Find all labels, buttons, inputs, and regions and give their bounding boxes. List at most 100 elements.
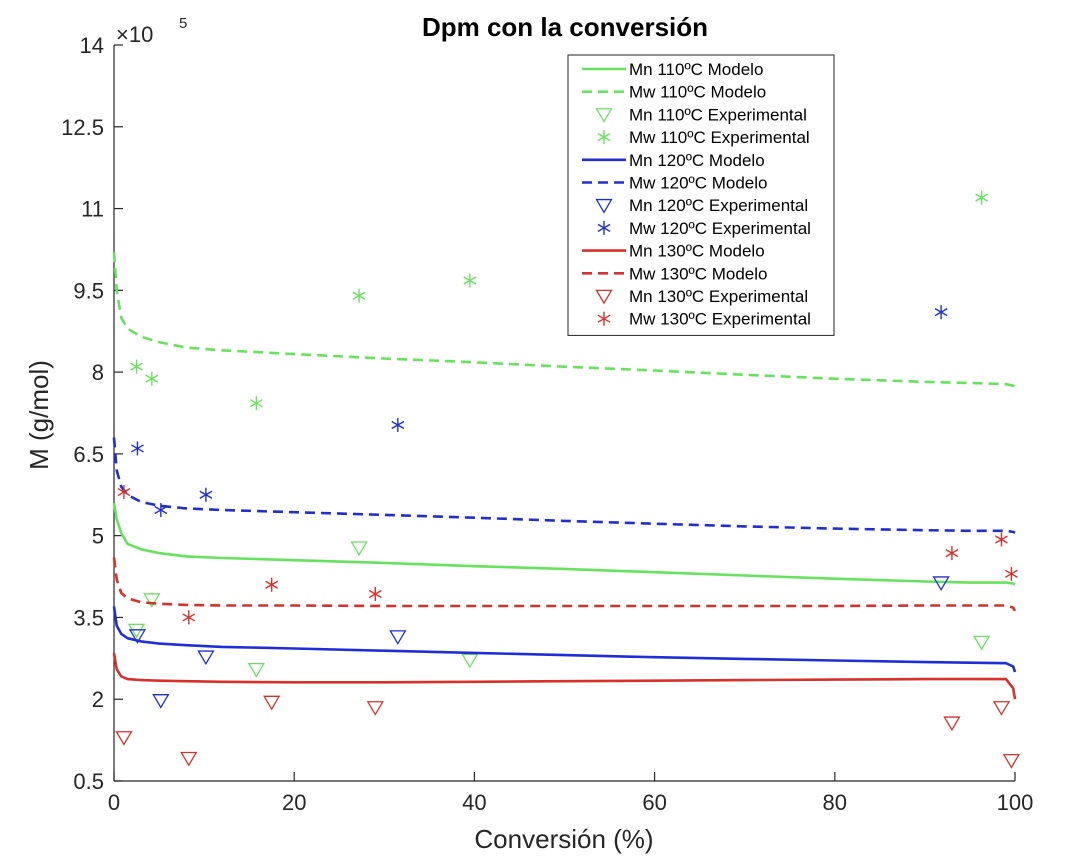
series-mn-120-c-experimental-point (128, 629, 147, 644)
series-mn-110-c-experimental-point (143, 593, 161, 608)
asterisk-stroke (368, 589, 382, 599)
series-mw-130-c-experimental-point (945, 546, 959, 561)
asterisk-stroke (1004, 569, 1018, 578)
series-mn-130-c-experimental-point (115, 731, 133, 746)
asterisk-stroke (934, 308, 948, 317)
series-mn-130-c-experimental-point (1002, 754, 1021, 769)
legend-entry-label: Mw 130ºC Modelo (629, 264, 768, 283)
series-mw-110-c-experimental-point (145, 371, 159, 386)
legend-entry-label: Mn 130ºC Experimental (629, 287, 808, 306)
y-tick-label: 6.5 (73, 442, 104, 467)
y-tick-label: 11 (81, 197, 104, 222)
series-mw-120-c-experimental-point (391, 417, 405, 432)
asterisk-stroke (352, 291, 366, 300)
asterisk-stroke (249, 399, 263, 408)
y-tick-label: 5 (92, 524, 104, 549)
y-axis-label: M (g/mol) (24, 360, 54, 470)
series-mw-110-c-experimental-point (463, 273, 477, 288)
legend-entry-label: Mw 120ºC Modelo (629, 174, 768, 193)
series-mw-120-c-modelo-line (112, 437, 1016, 535)
y-multiplier-base: ×10 (116, 22, 153, 47)
plot-area: 0 20 40 60 80 100 0.5 2 3.5 5 6.5 8 9.5 11 12.5 14 (61, 33, 1033, 815)
asterisk-stroke (130, 444, 144, 453)
asterisk-stroke (597, 223, 611, 233)
legend-entry-label: Mw 110ºC Experimental (629, 128, 810, 147)
x-tick-label: 100 (997, 790, 1034, 815)
asterisk-stroke (945, 549, 959, 558)
series-mn-130-c-experimental-point (943, 716, 961, 732)
series-mn-120-c-experimental-point (389, 630, 407, 645)
legend-entry-label: Mn 120ºC Modelo (629, 151, 765, 170)
y-tick-label: 14 (80, 33, 104, 58)
legend-entry-label: Mn 120ºC Experimental (629, 196, 808, 215)
asterisk-stroke (391, 420, 405, 430)
legend-triangle-marker (595, 289, 613, 305)
legend-entry-label: Mn 130ºC Modelo (629, 242, 765, 261)
series-mw-130-c-experimental-point (182, 610, 196, 625)
y-tick-label: 3.5 (73, 605, 104, 630)
legend-entry-label: Mw 120ºC Experimental (629, 219, 811, 238)
series-mn-110-c-experimental-point (247, 662, 265, 678)
series-mw-130-c-experimental-point (1004, 566, 1018, 581)
series-mw-110-c-experimental-point (352, 288, 366, 303)
series-mw-120-c-experimental-point (154, 503, 168, 518)
series-mw-120-c-experimental-point (130, 441, 144, 456)
asterisk-stroke (597, 314, 611, 323)
x-tick-label: 60 (642, 790, 666, 815)
legend-entry-label: Mw 110ºC Modelo (629, 83, 766, 102)
y-tick-label: 2 (92, 687, 104, 712)
series-mw-110-c-experimental-point (975, 190, 989, 205)
series-mn-110-c-experimental-point (973, 635, 991, 651)
x-tick-label: 20 (282, 790, 306, 815)
asterisk-stroke (995, 535, 1008, 544)
series-mn-120-c-experimental-point (152, 694, 170, 709)
series-mn-110-c-experimental-point (461, 653, 479, 669)
series-mw-120-c-experimental-point (934, 305, 948, 320)
legend: Mn 110ºC Modelo Mw 110ºC Modelo Mn 110ºC E… (567, 54, 835, 336)
legend-asterisk-marker (597, 220, 611, 235)
series-mn-120-c-modelo-line (112, 606, 1017, 673)
y-tick-label: 9.5 (73, 278, 104, 303)
y-tick-label: 12.5 (61, 115, 104, 140)
series-mw-110-c-experimental-point (130, 359, 143, 374)
series-mw-110-c-modelo-line (112, 252, 1016, 389)
legend-asterisk-marker (597, 311, 611, 326)
series-mw-130-c-experimental-point (368, 587, 382, 602)
asterisk-stroke (463, 276, 477, 285)
x-axis-label: Conversión (%) (474, 824, 653, 854)
series-mn-130-c-modelo-line (112, 652, 1017, 700)
asterisk-stroke (975, 193, 989, 202)
series-mw-120-c-experimental-point (199, 487, 213, 502)
series-mn-120-c-experimental-point (197, 650, 215, 666)
asterisk-stroke (182, 613, 196, 622)
legend-triangle-marker (595, 108, 613, 123)
series-mw-110-c-experimental-point (249, 396, 263, 411)
y-tick-label: 8 (92, 360, 104, 385)
x-tick-label: 40 (462, 790, 486, 815)
legend-entry-label: Mn 110ºC Modelo (629, 60, 763, 79)
series-mn-130-c-experimental-point (366, 701, 384, 716)
legend-asterisk-marker (597, 130, 611, 145)
legend-entry-label: Mn 110ºC Experimental (629, 105, 807, 124)
asterisk-stroke (265, 580, 279, 589)
asterisk-stroke (117, 487, 131, 497)
asterisk-stroke (199, 490, 213, 499)
series-mn-110-c-experimental-point (350, 541, 368, 557)
series-mn-110-c-experimental-point (127, 623, 146, 639)
series-mw-130-c-modelo-line (112, 557, 1017, 612)
series-mn-110-c-modelo-line (112, 502, 1016, 586)
legend-entry-label: Mw 130ºC Experimental (629, 310, 811, 329)
chart-title: Dpm con la conversión (422, 12, 708, 42)
asterisk-stroke (154, 505, 168, 515)
x-tick-label: 80 (823, 790, 847, 815)
series-mn-120-c-experimental-point (932, 576, 950, 591)
y-axis-multiplier: ×10 5 (116, 15, 187, 47)
series-mw-130-c-experimental-point (117, 485, 131, 500)
y-multiplier-exponent: 5 (179, 15, 187, 32)
series-mn-130-c-experimental-point (180, 751, 198, 767)
series-mw-130-c-experimental-point (265, 577, 279, 592)
x-tick-label: 0 (108, 790, 120, 815)
series-mw-130-c-experimental-point (995, 532, 1008, 547)
asterisk-stroke (597, 132, 611, 142)
